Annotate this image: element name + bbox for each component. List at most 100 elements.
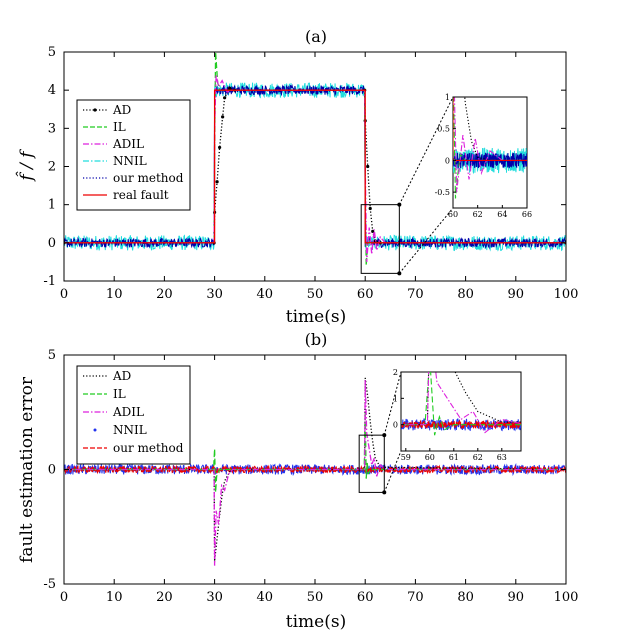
legend-marker bbox=[93, 108, 97, 112]
legend-label: NNIL bbox=[113, 423, 147, 437]
x-tick-label: 20 bbox=[156, 590, 173, 605]
legend-label: AD bbox=[112, 103, 131, 117]
y-tick-label: 0 bbox=[48, 236, 56, 251]
inset-y-tick-label: 0 bbox=[445, 156, 450, 165]
inset-x-tick-label: 59 bbox=[401, 453, 411, 462]
y-tick-label: 2 bbox=[48, 160, 56, 175]
inset-y-tick-label: 0 bbox=[393, 421, 398, 430]
series-ad-line bbox=[64, 377, 566, 562]
panel-b-chart: (b) 0 10 20 30 40 50 60 70 80 90 100-505 59 60 61 62 6… bbox=[17, 330, 579, 632]
legend-label: IL bbox=[113, 120, 126, 134]
panel-a-title: (a) bbox=[305, 27, 327, 46]
series-ad-point bbox=[223, 96, 227, 100]
legend-swatch-nnil bbox=[93, 428, 97, 432]
inset-y-tick-label: -0.5 bbox=[435, 188, 450, 197]
inset-x-tick-label: 60 bbox=[425, 453, 435, 462]
x-tick-label: 10 bbox=[106, 590, 123, 605]
inset-y-tick-label: 1 bbox=[445, 93, 450, 102]
inset-y-tick-label: 2 bbox=[393, 368, 398, 377]
zoom-connector-dot bbox=[382, 433, 387, 438]
inset-x-tick-label: 61 bbox=[449, 453, 459, 462]
y-tick-label: -5 bbox=[43, 577, 56, 592]
zoom-connector-line bbox=[398, 96, 454, 205]
legend-label: ADIL bbox=[112, 137, 144, 151]
x-tick-label: 90 bbox=[508, 590, 525, 605]
y-tick-label: 3 bbox=[48, 121, 56, 136]
inset-x-tick-label: 62 bbox=[473, 453, 483, 462]
inset-x-tick-label: 66 bbox=[522, 210, 532, 219]
x-tick-label: 60 bbox=[357, 590, 374, 605]
zoom-connector-line bbox=[383, 450, 402, 493]
series-ad-point bbox=[371, 229, 375, 233]
series-ad-point bbox=[228, 86, 232, 90]
legend-box bbox=[76, 365, 191, 465]
x-tick-label: 80 bbox=[457, 287, 474, 302]
legend-box bbox=[76, 99, 191, 211]
series-ad-point bbox=[368, 206, 372, 211]
inset-series-nnil-line bbox=[453, 147, 527, 175]
zoom-connector-dot bbox=[397, 202, 402, 207]
inset-y-tick-label: 1 bbox=[393, 394, 398, 403]
panel-b-y-axis-label: fault estimation error bbox=[17, 376, 37, 563]
panel-a-y-axis-label: f̂ / f bbox=[16, 149, 37, 183]
zoom-connector-dot bbox=[382, 490, 387, 495]
x-tick-label: 40 bbox=[257, 287, 274, 302]
x-tick-label: 100 bbox=[554, 590, 579, 605]
x-tick-label: 30 bbox=[206, 287, 223, 302]
zoom-inset-series bbox=[401, 372, 521, 436]
inset-y-tick-label: 0.5 bbox=[437, 125, 450, 134]
x-tick-label: 60 bbox=[357, 287, 374, 302]
zoom-box bbox=[360, 204, 400, 274]
zoom-inset-frame bbox=[400, 371, 522, 452]
inset-x-tick-label: 64 bbox=[497, 210, 507, 219]
x-tick-label: 70 bbox=[407, 590, 424, 605]
zoom-box bbox=[358, 434, 385, 493]
x-tick-label: 20 bbox=[156, 287, 173, 302]
series-il-line bbox=[64, 412, 566, 493]
series-ad-point bbox=[218, 145, 222, 150]
panel-a-x-axis-label: time(s) bbox=[286, 307, 346, 327]
series-adil-line bbox=[64, 380, 566, 566]
zoom-connector-dot bbox=[397, 271, 402, 276]
x-tick-label: 50 bbox=[307, 287, 324, 302]
legend-label: ADIL bbox=[112, 405, 144, 419]
legend-label: real fault bbox=[113, 188, 169, 202]
panel-b-title: (b) bbox=[305, 330, 328, 349]
y-tick-label: 5 bbox=[48, 348, 56, 363]
inset-x-tick-label: 63 bbox=[497, 453, 507, 462]
legend-label: NNIL bbox=[113, 154, 147, 168]
inset-x-tick-label: 62 bbox=[473, 210, 483, 219]
zoom-connector-line bbox=[383, 371, 402, 436]
series-our-method-line bbox=[64, 464, 566, 475]
x-tick-label: 30 bbox=[206, 590, 223, 605]
y-tick-label: -1 bbox=[43, 274, 56, 289]
inset-x-tick-label: 60 bbox=[448, 210, 458, 219]
x-tick-label: 100 bbox=[554, 287, 579, 302]
zoom-inset-series bbox=[453, 97, 527, 199]
x-tick-label: 50 bbox=[307, 590, 324, 605]
x-tick-label: 10 bbox=[106, 287, 123, 302]
series-ad-point bbox=[366, 164, 370, 169]
series-ad-point bbox=[221, 115, 225, 119]
series-ad-point bbox=[215, 180, 219, 184]
x-tick-label: 90 bbox=[508, 287, 525, 302]
legend-label: our method bbox=[113, 441, 184, 455]
x-tick-label: 0 bbox=[60, 287, 68, 302]
x-tick-label: 40 bbox=[257, 590, 274, 605]
inset-series-adil-line bbox=[401, 372, 521, 434]
legend-label: IL bbox=[113, 387, 126, 401]
inset-series-adil-line bbox=[453, 97, 527, 193]
x-tick-label: 80 bbox=[457, 590, 474, 605]
y-tick-label: 0 bbox=[48, 463, 56, 478]
y-tick-label: 1 bbox=[48, 198, 56, 213]
panel-b-x-axis-label: time(s) bbox=[286, 612, 346, 632]
series-adil-line bbox=[64, 74, 566, 262]
x-tick-label: 0 bbox=[60, 590, 68, 605]
series-real-fault-line bbox=[64, 89, 566, 244]
y-tick-label: 4 bbox=[48, 83, 56, 98]
x-tick-label: 70 bbox=[407, 287, 424, 302]
y-tick-label: 5 bbox=[48, 45, 56, 60]
legend-label: our method bbox=[113, 171, 184, 185]
